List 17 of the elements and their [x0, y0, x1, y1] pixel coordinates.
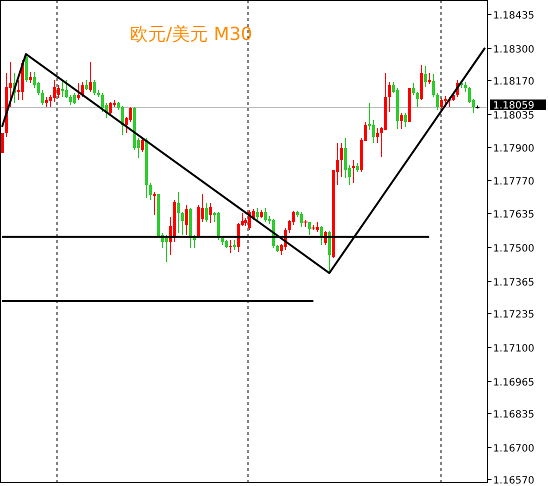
y-tick-label: 1.17635 [493, 210, 534, 220]
y-tick-label: 1.18170 [493, 76, 534, 88]
y-tick-label: 1.17500 [493, 244, 534, 254]
y-tick-label: 1.18300 [493, 44, 534, 56]
y-tick-label: 1.16700 [493, 444, 534, 454]
y-tick-label: 1.17235 [493, 310, 534, 320]
ref-line-label: 1.18059 [493, 100, 534, 112]
y-tick-label: 1.16965 [493, 378, 534, 388]
y-tick-label: 1.16570 [493, 476, 534, 486]
y-tick-label: 1.18035 [493, 110, 534, 122]
y-tick-label: 1.17770 [493, 176, 534, 188]
y-tick-label: 1.16835 [493, 410, 534, 420]
y-tick-label: 1.18435 [493, 10, 534, 22]
y-tick-label: 1.17365 [493, 278, 534, 288]
y-tick-label: 1.17100 [493, 344, 534, 354]
y-tick-label: 1.17900 [493, 144, 534, 154]
text: 欧元/美元 M30 [130, 24, 252, 45]
